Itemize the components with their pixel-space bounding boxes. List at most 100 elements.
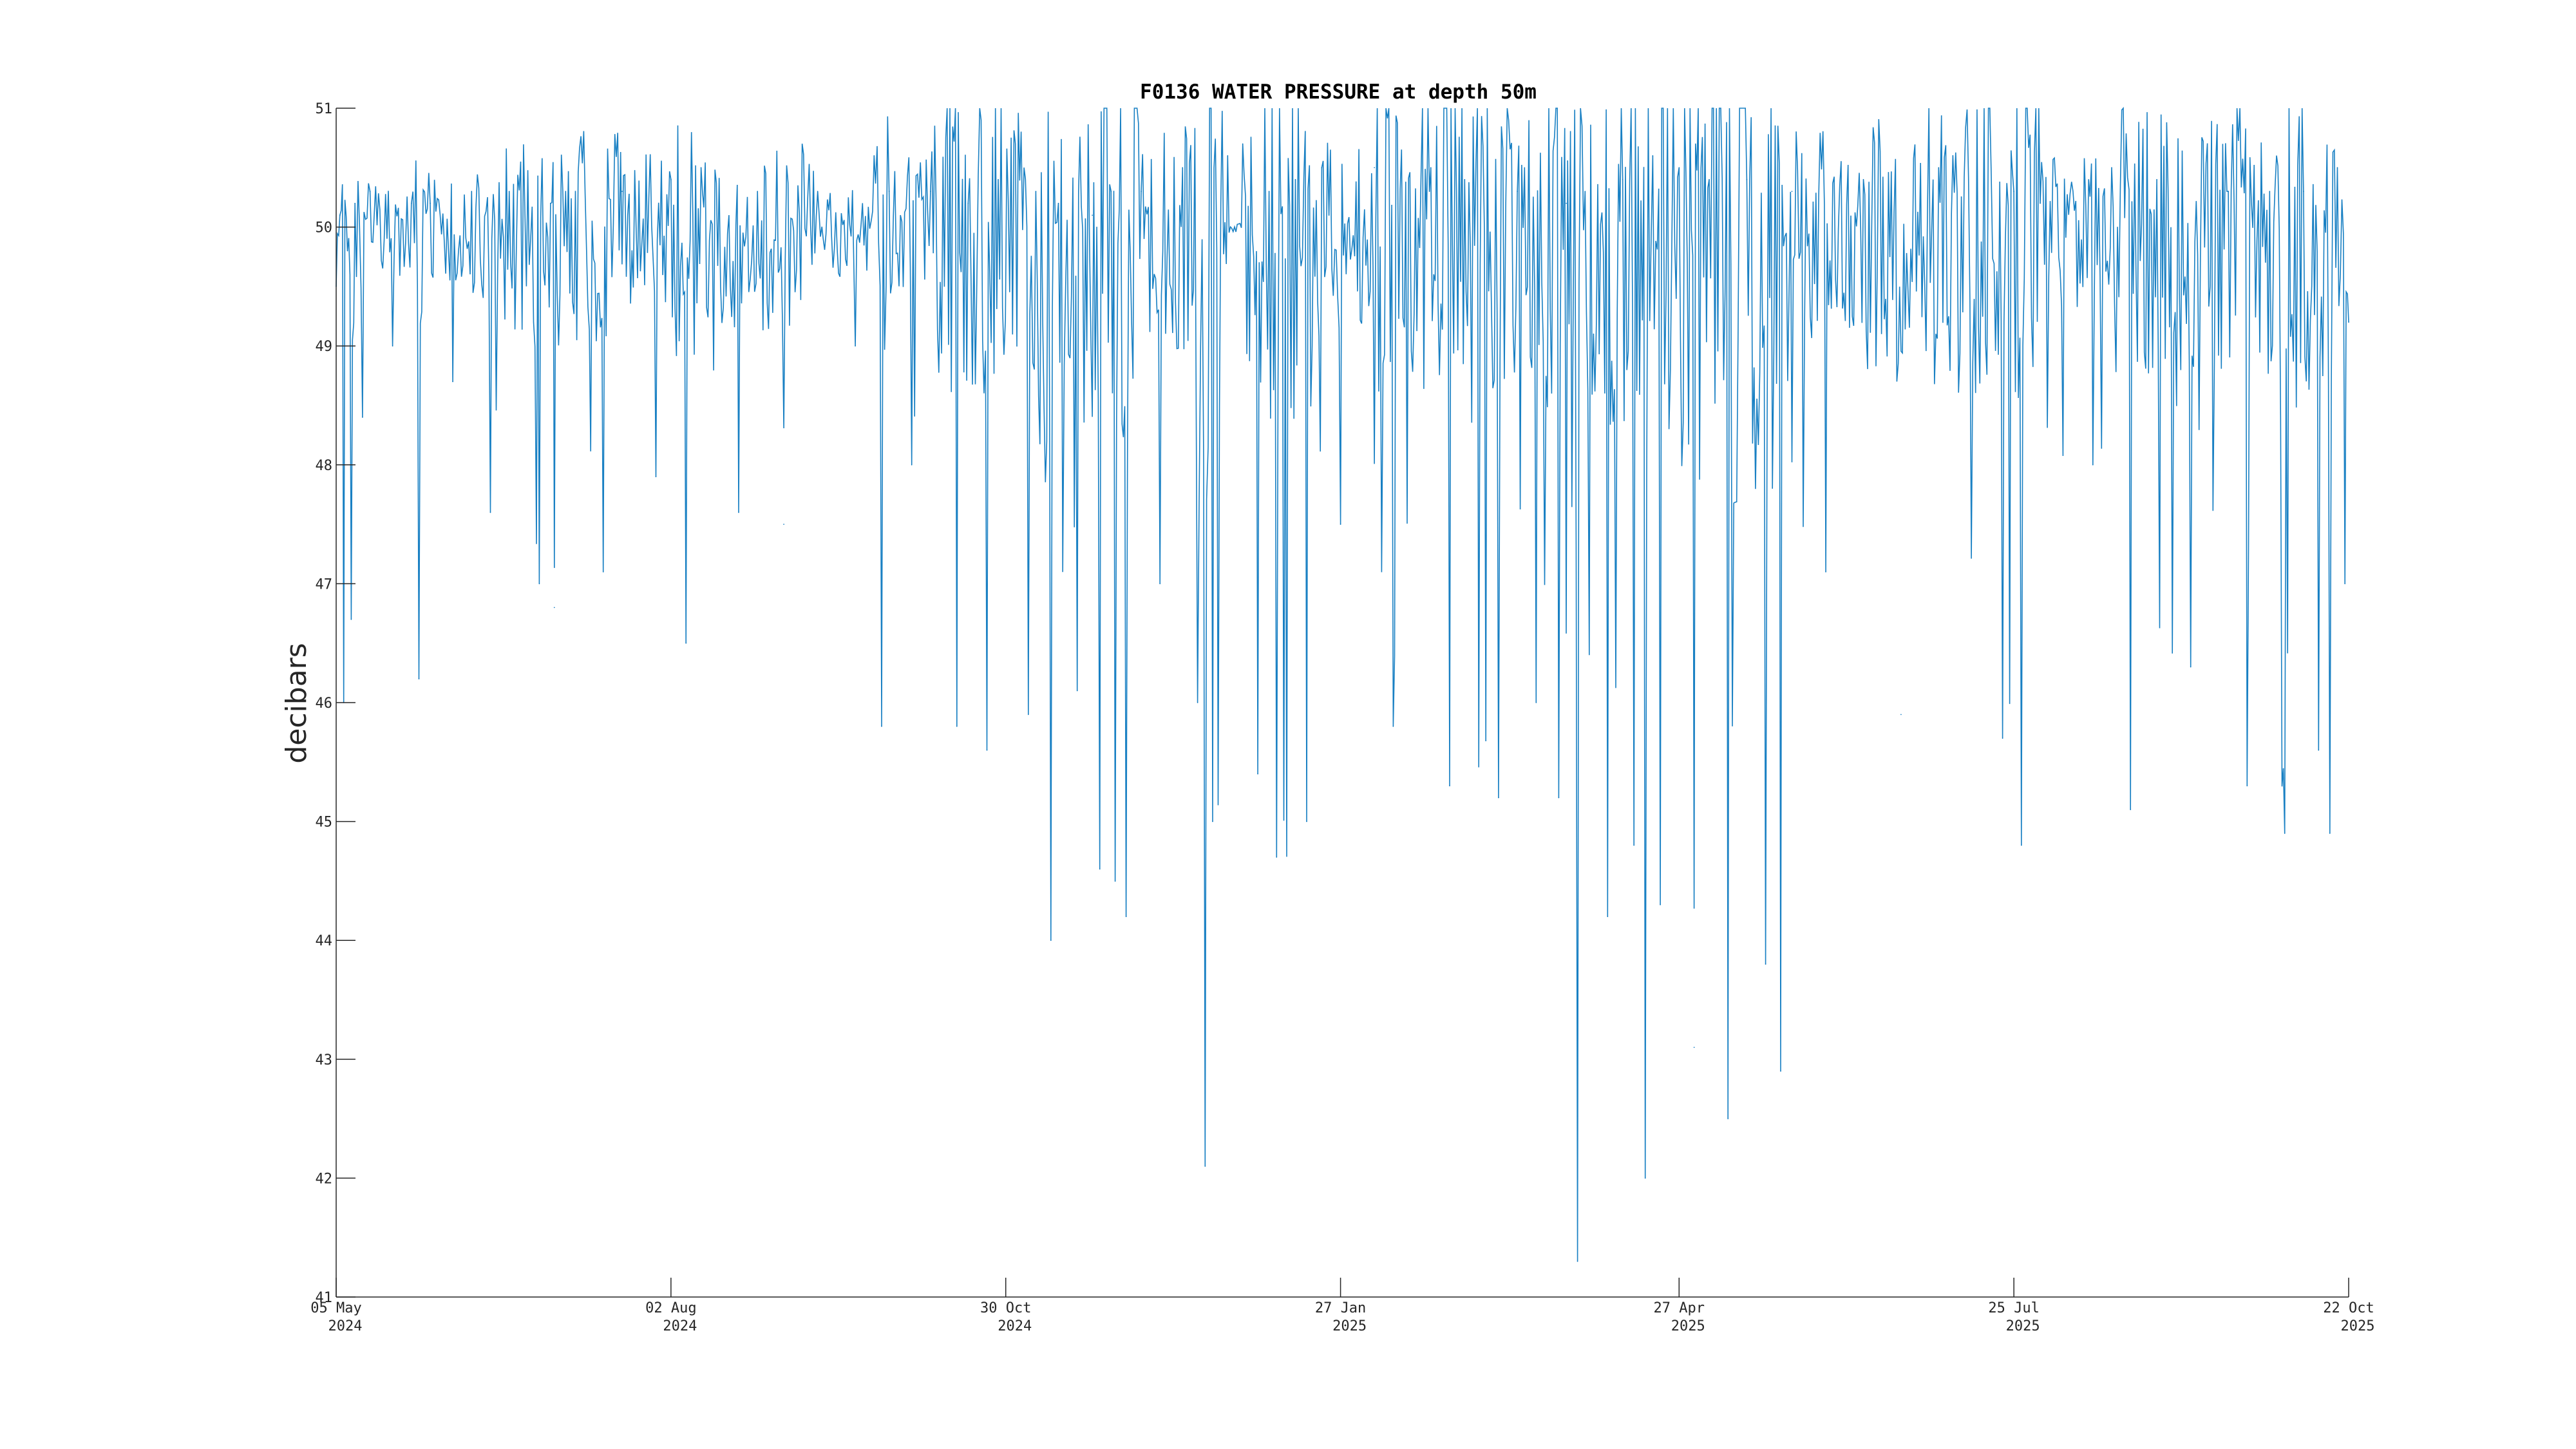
data-point [1204,1166,1206,1167]
y-ticks: 41 42 43 44 45 46 47 48 49 50 51 [316,101,355,1306]
data-point [538,583,540,585]
data-point [1900,714,1902,715]
data-point [1110,191,1112,193]
data-point [1050,940,1052,941]
data-point [508,191,510,193]
x-tick-label-year: 2024 [998,1318,1032,1334]
data-point [1498,797,1499,799]
data-point [1449,785,1450,787]
data-point [2344,583,2345,585]
data-point [2111,167,2112,169]
data-point [1535,702,1537,703]
data-point [1660,904,1661,905]
x-tick-label: 02 Aug [645,1300,696,1316]
data-point [1257,773,1258,775]
y-axis-label: decibars [280,643,313,763]
data-point [550,202,551,204]
data-point [471,191,473,193]
data-point [1182,167,1184,169]
data-point [1268,191,1270,193]
x-tick-label: 22 Oct [2323,1300,2374,1316]
data-point [911,464,913,466]
data-point [362,417,363,418]
data-point [1577,1260,1578,1262]
data-point [354,202,356,204]
data-point [1141,191,1142,193]
data-point [339,214,341,216]
data-point [1227,155,1229,156]
data-point [1678,167,1680,169]
data-point [2228,191,2229,193]
data-point [2303,191,2304,193]
data-point [998,178,999,180]
data-point [1392,726,1394,727]
data-point [2269,191,2271,193]
y-tick-label: 51 [316,101,333,117]
data-point [670,178,672,180]
x-tick-label-year: 2025 [2006,1318,2040,1334]
data-point [1099,868,1101,870]
data-point [411,202,412,204]
data-point [1294,178,1296,180]
data-point [1644,1177,1646,1179]
y-tick-label: 41 [316,1290,333,1306]
x-tick-label: 25 Jul [1988,1300,2039,1316]
series-layer [336,106,2349,1262]
x-tick-label-year: 2025 [2341,1318,2375,1334]
data-point [855,345,856,346]
y-tick-label: 48 [316,458,333,474]
data-point [1057,202,1059,204]
data-point [2092,464,2094,466]
data-point [956,726,958,727]
data-point [1076,690,1078,692]
data-point [1159,583,1161,585]
data-point [369,191,371,193]
data-point [1607,916,1609,918]
data-point [685,642,687,644]
y-tick-label: 43 [316,1052,333,1068]
data-point [1242,143,1244,145]
data-point [757,191,759,193]
data-point [553,607,555,609]
data-point [418,678,420,679]
data-point [346,250,348,252]
data-point [1212,820,1213,822]
data-point [2013,191,2014,193]
data-point [1276,857,1278,858]
data-point [1709,178,1710,180]
data-point [1862,178,1864,180]
y-tick-label: 47 [316,576,333,592]
data-point [1340,524,1341,525]
x-tick-label-year: 2025 [1332,1318,1367,1334]
data-point [621,191,623,193]
data-point [489,511,491,513]
data-point [2040,202,2041,204]
data-point [2329,833,2331,834]
data-point [1197,702,1198,703]
data-point [2348,321,2349,323]
data-point [1027,714,1029,715]
data-point [1092,214,1093,216]
data-point [873,155,875,156]
y-tick-label: 45 [316,815,333,831]
x-tick-label: 27 Jan [1315,1300,1366,1316]
x-tick-label-year: 2025 [1671,1318,1705,1334]
data-point [700,167,702,169]
data-point [783,524,784,525]
data-point [1558,797,1560,799]
data-point [817,191,819,193]
data-point [452,381,453,383]
data-point [1035,191,1037,193]
data-point [1374,167,1375,169]
data-point [2318,750,2320,751]
data-point [1727,1118,1729,1119]
x-tick-label: 30 Oct [980,1300,1031,1316]
data-point [1693,1046,1695,1048]
y-tick-label: 49 [316,339,333,355]
y-tick-label: 46 [316,696,333,712]
y-tick-label: 44 [316,933,333,949]
data-point [1584,191,1586,193]
data-point [2130,809,2132,810]
data-point [1464,178,1466,180]
